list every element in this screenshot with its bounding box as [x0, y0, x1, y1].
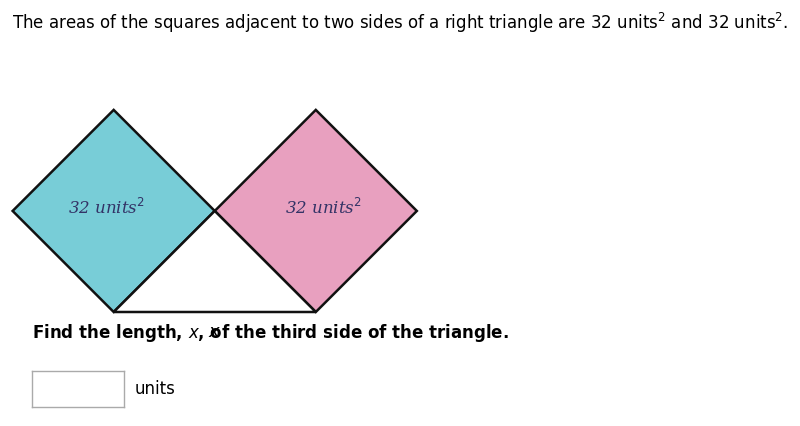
- Polygon shape: [214, 110, 417, 312]
- Text: $x$: $x$: [208, 323, 222, 341]
- Text: 32 units$^2$: 32 units$^2$: [285, 199, 362, 219]
- Text: units: units: [134, 380, 175, 397]
- Text: Find the length, $x$, of the third side of the triangle.: Find the length, $x$, of the third side …: [32, 322, 509, 344]
- Polygon shape: [13, 110, 214, 312]
- Text: 32 units$^2$: 32 units$^2$: [68, 199, 145, 219]
- Text: The areas of the squares adjacent to two sides of a right triangle are 32 units$: The areas of the squares adjacent to two…: [12, 11, 788, 35]
- Polygon shape: [114, 211, 316, 312]
